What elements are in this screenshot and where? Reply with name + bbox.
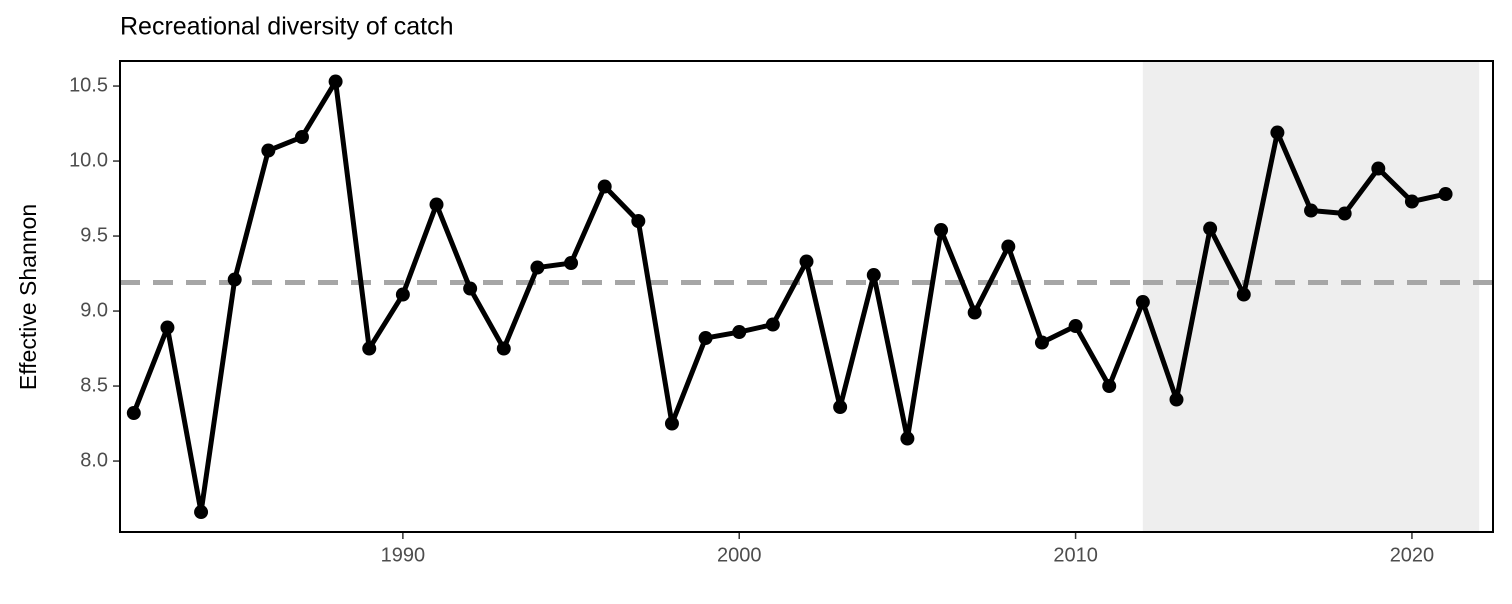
data-point	[1169, 392, 1184, 407]
data-point	[1304, 203, 1319, 218]
data-point	[934, 223, 949, 238]
data-point	[1270, 125, 1285, 140]
data-point	[294, 130, 309, 145]
x-tick-label: 2010	[1053, 544, 1098, 566]
data-point	[530, 260, 545, 275]
data-point	[395, 287, 410, 302]
data-point	[1438, 187, 1453, 202]
data-point	[261, 143, 276, 158]
data-point	[1102, 379, 1117, 394]
data-point	[1203, 221, 1218, 236]
data-point	[126, 406, 141, 421]
data-point	[496, 341, 511, 356]
data-point	[1034, 335, 1049, 350]
y-tick-label: 8.5	[80, 374, 108, 396]
data-point	[1135, 295, 1150, 310]
data-point	[597, 179, 612, 194]
data-point	[732, 325, 747, 340]
data-point	[564, 256, 579, 271]
data-point	[866, 268, 881, 283]
data-point	[328, 74, 343, 89]
series-line	[131, 79, 1447, 515]
data-point	[967, 305, 982, 320]
x-tick-label: 2020	[1390, 544, 1435, 566]
data-point	[664, 416, 679, 431]
y-tick-label: 9.5	[80, 224, 108, 246]
data-point	[900, 431, 915, 446]
x-tick-label: 1990	[381, 544, 426, 566]
shaded-region	[1142, 61, 1480, 532]
x-tick-label: 2000	[717, 544, 762, 566]
y-tick-label: 9.0	[80, 299, 108, 321]
data-point	[1371, 161, 1386, 176]
data-point	[429, 197, 444, 212]
data-point	[463, 281, 478, 296]
y-axis-label: Effective Shannon	[15, 204, 41, 390]
data-point	[362, 341, 377, 356]
data-point	[799, 254, 814, 269]
data-point	[1337, 206, 1352, 221]
data-point	[1404, 194, 1419, 209]
data-point	[194, 505, 209, 520]
data-point	[833, 400, 848, 415]
data-point	[1068, 319, 1083, 334]
data-point	[765, 317, 780, 332]
data-point	[160, 320, 175, 335]
data-point	[631, 214, 646, 229]
plot-border	[119, 60, 1494, 533]
data-point	[227, 272, 242, 287]
data-point	[698, 331, 713, 346]
data-point	[1001, 239, 1016, 254]
y-tick-label: 10.5	[69, 74, 108, 96]
chart-title: Recreational diversity of catch	[120, 13, 453, 41]
y-tick-label: 8.0	[80, 449, 108, 471]
data-point	[1236, 287, 1251, 302]
y-tick-label: 10.0	[69, 149, 108, 171]
